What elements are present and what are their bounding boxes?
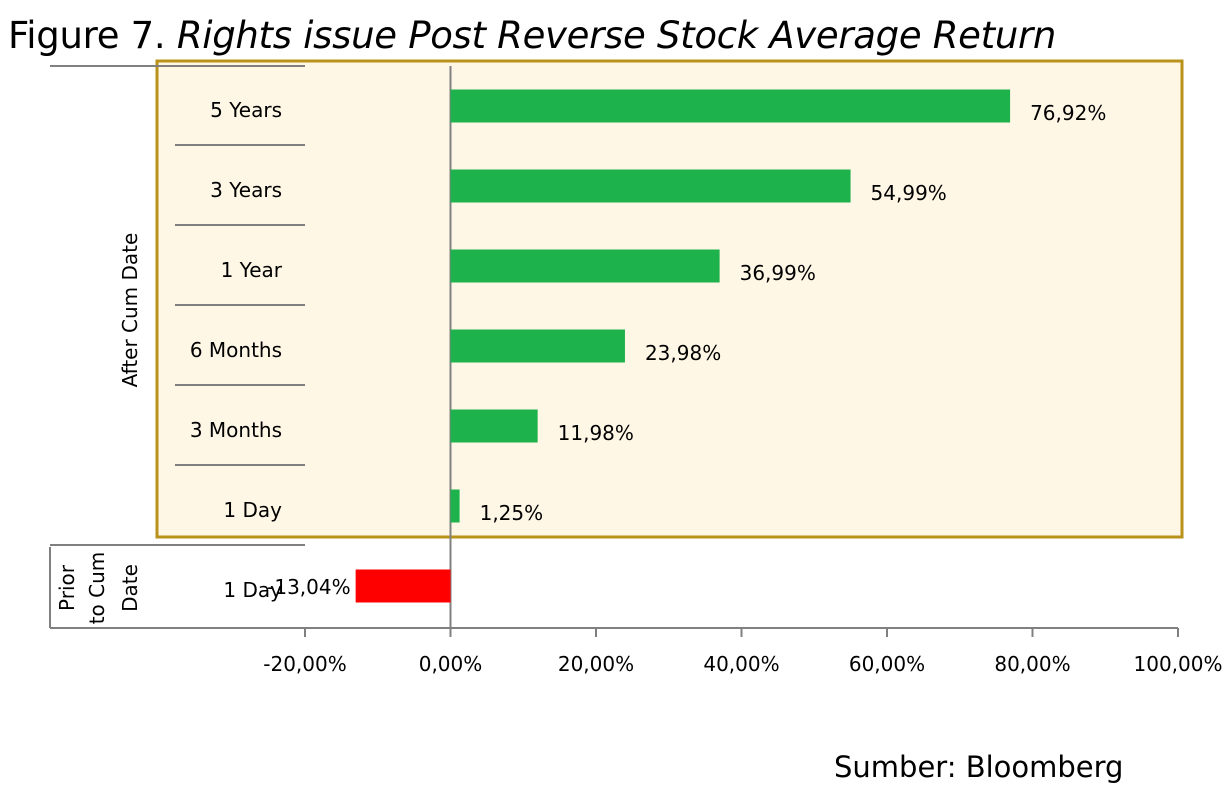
- x-tick-label: 80,00%: [994, 652, 1070, 676]
- data-label: 76,92%: [1030, 101, 1106, 125]
- x-tick-label: 100,00%: [1134, 652, 1223, 676]
- bar: [355, 569, 451, 603]
- bar: [450, 169, 851, 203]
- bar: [450, 409, 538, 443]
- source-note: Sumber: Bloomberg: [834, 750, 1124, 784]
- data-label: -13,04%: [267, 575, 350, 599]
- x-tick-label: -20,00%: [263, 652, 346, 676]
- category-label: 5 Years: [210, 98, 282, 122]
- bar: [450, 489, 460, 523]
- x-tick-label: 40,00%: [703, 652, 779, 676]
- data-label: 36,99%: [740, 261, 816, 285]
- category-label: 6 Months: [190, 338, 282, 362]
- category-label: 3 Years: [210, 178, 282, 202]
- category-label: 1 Day: [223, 578, 282, 602]
- data-label: 23,98%: [645, 341, 721, 365]
- bar: [450, 329, 625, 363]
- data-label: 1,25%: [480, 501, 544, 525]
- category-label: 1 Year: [221, 258, 283, 282]
- x-tick-label: 60,00%: [849, 652, 925, 676]
- figure-title: Figure 7. Rights issue Post Reverse Stoc…: [8, 10, 1056, 62]
- group-label: Prior: [55, 564, 79, 611]
- bar: [450, 89, 1011, 123]
- bar: [450, 249, 720, 283]
- data-label: 11,98%: [558, 421, 634, 445]
- x-tick-label: 20,00%: [558, 652, 634, 676]
- figure-title-text: Rights issue Post Reverse Stock Average …: [176, 14, 1057, 57]
- group-label: to Cum: [85, 552, 109, 625]
- category-label: 1 Day: [223, 498, 282, 522]
- figure-label: Figure 7.: [8, 14, 166, 57]
- group-label: Date: [118, 564, 142, 612]
- category-label: 3 Months: [190, 418, 282, 442]
- x-tick-label: 0,00%: [419, 652, 483, 676]
- highlight-panel: [155, 59, 1184, 539]
- group-label: After Cum Date: [118, 233, 142, 388]
- data-label: 54,99%: [871, 181, 947, 205]
